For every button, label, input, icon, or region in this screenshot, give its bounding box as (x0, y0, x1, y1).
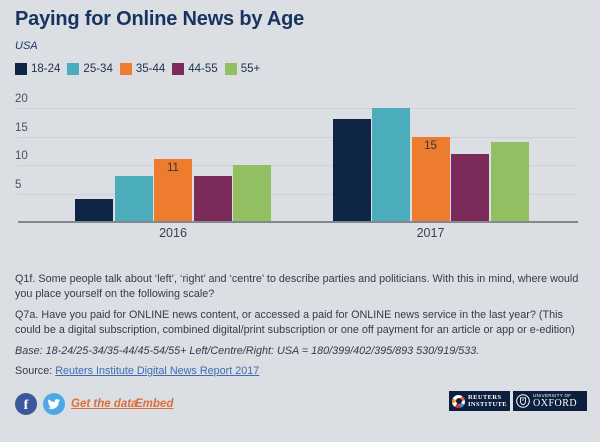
legend-item-25-34[interactable]: 25-34 (67, 63, 113, 75)
oxford-logo-line1: UNIVERSITY OF (533, 393, 572, 398)
bar-value-label-2016: 11 (167, 162, 179, 175)
chart-title: Paying for Online News by Age (15, 8, 305, 30)
bar-2016-25-34[interactable] (114, 176, 153, 222)
oxford-logo-line2: OXFORD (533, 398, 578, 409)
gridline-20 (18, 108, 578, 109)
reuters-logo-line2: INSTITUTE (468, 401, 508, 408)
bar-2016-44-55[interactable] (193, 176, 232, 222)
plot-area: 5 10 15 20 11 15 (0, 93, 600, 222)
legend-swatch-icon (15, 63, 27, 75)
reuters-globe-icon (452, 394, 465, 408)
twitter-bird-icon (47, 398, 61, 409)
legend-item-label: 18-24 (31, 63, 61, 75)
gridline-15 (18, 136, 578, 138)
bar-value-label-2017: 15 (424, 139, 437, 152)
get-the-data-link[interactable]: Get the data (71, 398, 138, 410)
source-line: Source: Reuters Institute Digital News R… (15, 365, 259, 377)
y-axis-tick-10: 10 (15, 150, 28, 162)
y-axis-tick-15: 15 (15, 121, 28, 134)
bar-2017-55+[interactable] (490, 142, 529, 222)
facebook-icon: f (23, 397, 29, 413)
legend: 18-24 25-34 35-44 44-55 55+ (15, 63, 260, 75)
twitter-share-button[interactable] (43, 393, 65, 415)
survey-question-q7a: Q7a. Have you paid for ONLINE news conte… (15, 309, 575, 336)
legend-item-55+[interactable]: 55+ (224, 63, 261, 75)
legend-swatch-icon (224, 63, 237, 75)
bar-2017-25-34[interactable] (372, 108, 410, 222)
source-link[interactable]: Reuters Institute Digital News Report 20… (55, 365, 260, 377)
reuters-logo-line1: REUTERS (468, 394, 502, 401)
embed-link[interactable]: Embed (135, 398, 174, 410)
bar-2017-18-24[interactable] (332, 119, 371, 222)
legend-swatch-icon (67, 63, 80, 75)
facebook-share-button[interactable]: f (15, 393, 37, 415)
legend-item-label: 44-55 (188, 63, 218, 75)
y-axis-tick-5: 5 (15, 178, 22, 191)
legend-item-44-55[interactable]: 44-55 (172, 63, 218, 75)
survey-base-note: Base: 18-24/25-34/35-44/45-54/55+ Left/C… (15, 345, 480, 357)
x-axis-line (18, 221, 578, 223)
survey-question-q1f: Q1f. Some people talk about ‘left’, ‘rig… (15, 273, 579, 300)
x-axis-label-2016: 2016 (159, 226, 187, 240)
reuters-institute-logo: REUTERS INSTITUTE (449, 391, 510, 411)
bar-2016-18-24[interactable] (75, 199, 113, 222)
legend-item-label: 35-44 (135, 63, 166, 75)
legend-swatch-icon (172, 63, 185, 75)
bar-2016-55+[interactable] (233, 165, 271, 222)
chart-subtitle: USA (15, 40, 38, 52)
gridline-10 (18, 165, 578, 166)
bar-2017-35-44[interactable] (411, 136, 450, 222)
legend-item-18-24[interactable]: 18-24 (15, 63, 60, 75)
legend-item-35-44[interactable]: 35-44 (119, 63, 166, 75)
oxford-crest-icon (516, 394, 530, 408)
bar-2016-35-44[interactable] (154, 159, 192, 222)
source-label: Source: (15, 365, 53, 377)
gridline-5 (18, 193, 578, 195)
legend-item-label: 25-34 (83, 63, 113, 75)
x-axis-label-2017: 2017 (416, 226, 445, 240)
y-axis-tick-20: 20 (15, 93, 28, 105)
oxford-university-logo: UNIVERSITY OF OXFORD (513, 391, 587, 411)
legend-item-label: 55+ (240, 63, 261, 75)
legend-swatch-icon (119, 63, 132, 75)
bar-2017-44-55[interactable] (451, 153, 489, 222)
